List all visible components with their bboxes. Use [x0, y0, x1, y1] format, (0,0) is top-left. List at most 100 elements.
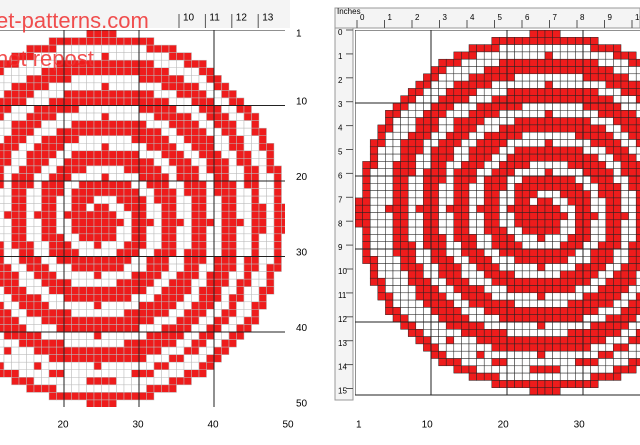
- empty-cell: [153, 82, 162, 91]
- empty-cell: [438, 190, 447, 199]
- empty-cell: [582, 350, 591, 359]
- filled-cell: [138, 241, 147, 250]
- empty-cell: [18, 75, 27, 84]
- filled-cell: [161, 97, 170, 106]
- filled-cell: [362, 168, 371, 177]
- filled-cell: [108, 256, 117, 265]
- empty-cell: [537, 372, 546, 381]
- filled-cell: [362, 175, 371, 184]
- filled-cell: [453, 95, 462, 104]
- filled-cell: [559, 256, 569, 264]
- empty-cell: [176, 180, 185, 189]
- filled-cell: [138, 346, 147, 355]
- filled-cell: [191, 210, 200, 219]
- empty-cell: [590, 226, 599, 235]
- empty-cell: [552, 102, 561, 111]
- filled-cell: [635, 139, 640, 148]
- filled-cell: [506, 66, 515, 75]
- empty-cell: [385, 219, 394, 228]
- filled-cell: [423, 168, 432, 177]
- filled-cell: [213, 180, 222, 189]
- empty-cell: [423, 263, 432, 272]
- empty-cell: [544, 131, 553, 140]
- empty-cell: [243, 241, 252, 250]
- filled-cell: [628, 358, 637, 367]
- empty-cell: [63, 369, 72, 378]
- filled-cell: [491, 44, 500, 53]
- filled-cell: [228, 203, 237, 212]
- empty-cell: [153, 278, 162, 287]
- empty-cell: [529, 168, 538, 177]
- filled-cell: [483, 131, 493, 140]
- empty-cell: [116, 369, 125, 378]
- empty-cell: [41, 324, 50, 333]
- empty-cell: [529, 80, 538, 89]
- empty-cell: [206, 188, 215, 197]
- filled-cell: [468, 365, 477, 374]
- left-top-ruler: [0, 0, 290, 28]
- filled-cell: [3, 324, 12, 333]
- filled-cell: [3, 90, 12, 99]
- filled-cell: [138, 392, 147, 401]
- filled-cell: [407, 256, 417, 264]
- filled-cell: [575, 343, 584, 352]
- empty-cell: [476, 66, 485, 75]
- empty-cell: [161, 271, 170, 280]
- filled-cell: [116, 59, 125, 69]
- filled-cell: [491, 380, 500, 388]
- filled-cell: [415, 204, 424, 213]
- filled-cell: [198, 218, 207, 227]
- filled-cell: [529, 365, 538, 374]
- filled-cell: [206, 301, 215, 310]
- filled-cell: [11, 135, 20, 144]
- empty-cell: [168, 316, 177, 325]
- empty-cell: [529, 321, 538, 330]
- filled-cell: [613, 212, 622, 221]
- filled-cell: [461, 95, 470, 104]
- filled-cell: [18, 241, 27, 250]
- empty-cell: [26, 195, 35, 204]
- empty-cell: [400, 292, 409, 301]
- empty-cell: [521, 234, 531, 242]
- filled-cell: [552, 380, 561, 388]
- empty-cell: [575, 365, 584, 374]
- filled-cell: [41, 263, 50, 272]
- empty-cell: [453, 350, 462, 359]
- filled-cell: [138, 271, 147, 280]
- filled-cell: [453, 197, 462, 206]
- empty-cell: [243, 294, 252, 303]
- filled-cell: [605, 146, 614, 155]
- empty-cell: [521, 44, 531, 53]
- empty-cell: [198, 75, 207, 84]
- filled-cell: [161, 309, 170, 318]
- empty-cell: [78, 241, 87, 250]
- filled-cell: [123, 286, 132, 295]
- filled-cell: [153, 301, 162, 310]
- filled-cell: [183, 135, 192, 144]
- filled-cell: [597, 124, 607, 133]
- empty-cell: [552, 241, 561, 250]
- filled-cell: [86, 90, 95, 99]
- filled-cell: [468, 321, 477, 330]
- filled-cell: [605, 190, 614, 199]
- filled-cell: [161, 82, 170, 91]
- filled-cell: [221, 256, 230, 265]
- empty-cell: [445, 285, 455, 294]
- filled-cell: [191, 241, 200, 250]
- filled-cell: [176, 278, 185, 287]
- filled-cell: [445, 95, 455, 104]
- filled-cell: [590, 256, 599, 264]
- empty-cell: [116, 82, 125, 91]
- filled-cell: [86, 324, 95, 333]
- empty-cell: [597, 58, 607, 67]
- filled-cell: [48, 97, 57, 106]
- filled-cell: [613, 139, 622, 148]
- filled-cell: [168, 218, 177, 227]
- empty-cell: [3, 241, 12, 250]
- filled-cell: [138, 165, 147, 174]
- empty-cell: [552, 190, 561, 199]
- filled-cell: [101, 226, 110, 235]
- filled-cell: [41, 384, 50, 393]
- filled-cell: [468, 153, 477, 162]
- filled-cell: [78, 188, 87, 197]
